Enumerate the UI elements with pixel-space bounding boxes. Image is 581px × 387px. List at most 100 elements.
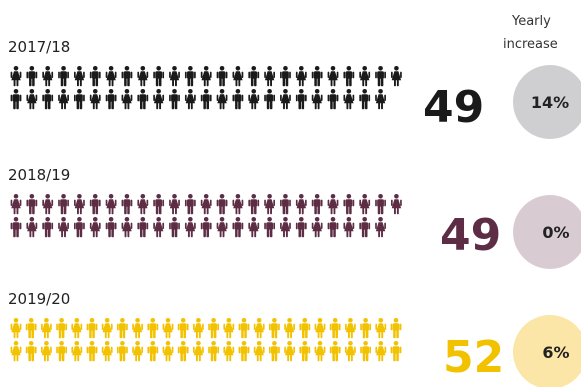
- count-2018-19: 49: [440, 210, 501, 261]
- person-figure: [375, 194, 386, 215]
- person-figure: [280, 194, 291, 215]
- person-figure: [193, 318, 204, 339]
- person-figure: [253, 341, 265, 362]
- increase-circle-2019-20: [513, 315, 581, 387]
- person-figure: [311, 66, 323, 87]
- person-figure: [121, 194, 133, 215]
- person-figure: [137, 194, 149, 215]
- person-figure: [299, 318, 311, 339]
- person-figure: [200, 89, 212, 110]
- yearly-header-line1: Yearly: [511, 14, 551, 29]
- person-figure: [223, 341, 235, 362]
- person-figure: [216, 66, 228, 87]
- person-figure: [314, 318, 326, 339]
- person-figure: [177, 318, 189, 339]
- person-figure: [41, 341, 52, 362]
- figures-2018-19: [10, 194, 402, 238]
- person-figure: [153, 89, 165, 110]
- person-figure: [86, 341, 98, 362]
- person-figure: [89, 89, 101, 110]
- person-figure: [137, 217, 149, 238]
- person-figure: [264, 89, 275, 110]
- person-figure: [216, 194, 228, 215]
- person-figure: [311, 194, 323, 215]
- person-figure: [42, 66, 54, 87]
- year-label-2018-19: 2018/19: [8, 166, 70, 184]
- person-figure: [169, 194, 180, 215]
- person-figure: [184, 66, 196, 87]
- person-figure: [147, 341, 159, 362]
- person-figure: [343, 194, 355, 215]
- person-figure: [359, 194, 371, 215]
- person-figure: [390, 341, 402, 362]
- person-figure: [74, 217, 85, 238]
- person-figure: [132, 318, 143, 339]
- person-figure: [132, 341, 143, 362]
- person-figure: [101, 341, 113, 362]
- person-figure: [25, 318, 37, 339]
- person-figure: [26, 66, 38, 87]
- person-figure: [184, 194, 196, 215]
- person-figure: [232, 89, 244, 110]
- person-figure: [74, 89, 85, 110]
- person-figure: [58, 89, 69, 110]
- person-figure: [375, 217, 386, 238]
- person-figure: [223, 318, 235, 339]
- group-2017-18: 2017/18 49 14%: [8, 38, 581, 139]
- person-figure: [200, 194, 212, 215]
- person-figure: [343, 89, 355, 110]
- person-figure: [200, 217, 212, 238]
- person-figure: [327, 66, 339, 87]
- person-figure: [284, 318, 295, 339]
- increase-circle-2018-19: [513, 195, 581, 269]
- person-figure: [105, 89, 117, 110]
- person-figure: [359, 89, 371, 110]
- person-figure: [89, 194, 101, 215]
- person-figure: [314, 341, 326, 362]
- person-figure: [295, 194, 307, 215]
- person-figure: [71, 341, 83, 362]
- person-figure: [10, 194, 22, 215]
- person-figure: [345, 318, 356, 339]
- person-figure: [248, 217, 260, 238]
- person-figure: [391, 194, 402, 215]
- person-figure: [25, 341, 37, 362]
- person-figure: [269, 341, 280, 362]
- person-figure: [153, 66, 165, 87]
- person-figure: [42, 217, 54, 238]
- group-2019-20: 2019/20 52 6%: [8, 290, 581, 387]
- person-figure: [248, 194, 260, 215]
- person-figure: [86, 318, 98, 339]
- person-figure: [390, 318, 402, 339]
- person-figure: [162, 341, 174, 362]
- person-figure: [248, 66, 260, 87]
- person-figure: [162, 318, 174, 339]
- group-2018-19: 2018/19 49 0%: [8, 166, 581, 269]
- person-figure: [10, 341, 22, 362]
- person-figure: [56, 318, 67, 339]
- person-figure: [253, 318, 265, 339]
- person-figure: [238, 341, 250, 362]
- person-figure: [345, 341, 356, 362]
- person-figure: [295, 66, 307, 87]
- person-figure: [121, 89, 133, 110]
- person-figure: [208, 341, 219, 362]
- person-figure: [232, 217, 244, 238]
- person-figure: [177, 341, 189, 362]
- count-2017-18: 49: [423, 82, 484, 133]
- person-figure: [41, 318, 52, 339]
- person-figure: [117, 341, 128, 362]
- person-figure: [200, 66, 212, 87]
- person-figure: [105, 66, 117, 87]
- person-figure: [280, 66, 291, 87]
- person-figure: [280, 89, 291, 110]
- figures-2019-20: [10, 318, 402, 362]
- person-figure: [264, 194, 275, 215]
- person-figure: [121, 66, 133, 87]
- person-figure: [299, 341, 311, 362]
- person-figure: [42, 194, 54, 215]
- person-figure: [329, 318, 341, 339]
- person-figure: [147, 318, 159, 339]
- person-figure: [327, 194, 339, 215]
